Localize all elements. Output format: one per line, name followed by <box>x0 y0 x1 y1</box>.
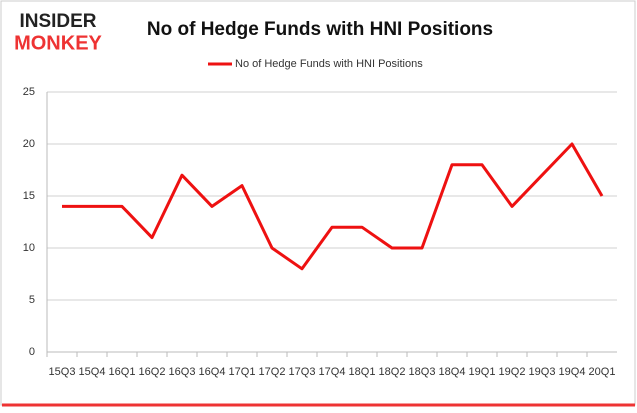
x-tick-label: 16Q3 <box>169 366 196 378</box>
y-tick-label: 25 <box>23 86 35 98</box>
x-tick-label: 19Q1 <box>469 366 496 378</box>
y-tick-label: 15 <box>23 190 35 202</box>
x-tick-label: 19Q2 <box>499 366 526 378</box>
x-tick-label: 16Q1 <box>109 366 136 378</box>
x-tick-label: 18Q1 <box>349 366 376 378</box>
logo-line-2: MONKEY <box>14 32 102 54</box>
x-tick-label: 18Q2 <box>379 366 406 378</box>
data-line <box>62 142 604 271</box>
x-tick-label: 19Q4 <box>559 366 586 378</box>
x-tick-label: 18Q4 <box>439 366 466 378</box>
x-tick-label: 17Q2 <box>259 366 286 378</box>
x-tick-label: 17Q4 <box>319 366 346 378</box>
x-tick-label: 16Q2 <box>139 366 166 378</box>
x-tick-label: 17Q1 <box>229 366 256 378</box>
chart-title: No of Hedge Funds with HNI Positions <box>147 19 493 40</box>
x-tick-label: 17Q3 <box>289 366 316 378</box>
y-tick-label: 5 <box>29 294 35 306</box>
x-tick-label: 15Q3 <box>49 366 76 378</box>
x-tick-label: 20Q1 <box>589 366 616 378</box>
x-tick-label: 16Q4 <box>199 366 226 378</box>
y-tick-label: 20 <box>23 138 35 150</box>
logo-line-1: INSIDER <box>19 11 96 32</box>
x-tick-label: 18Q3 <box>409 366 436 378</box>
legend-label: No of Hedge Funds with HNI Positions <box>235 58 423 70</box>
x-tick-label: 19Q3 <box>529 366 556 378</box>
x-tick-label: 15Q4 <box>79 366 106 378</box>
y-tick-label: 10 <box>23 242 35 254</box>
y-tick-label: 0 <box>29 346 35 358</box>
